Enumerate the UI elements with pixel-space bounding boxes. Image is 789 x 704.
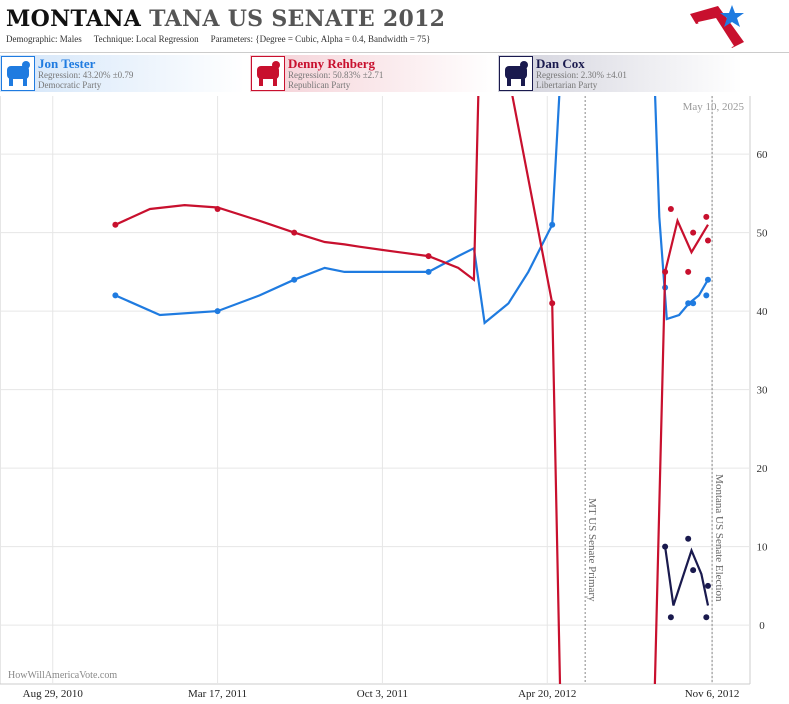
x-tick-label: Nov 6, 2012 — [685, 688, 740, 700]
y-tick-label: 0 — [759, 620, 765, 632]
poll-point — [549, 221, 556, 228]
poll-point — [685, 268, 692, 275]
poll-point — [703, 614, 710, 621]
subtitle-item: Technique: Local Regression — [93, 34, 199, 44]
plot — [112, 96, 711, 684]
logo — [690, 5, 744, 49]
legend-regression: Regression: 43.20% ±0.79 — [38, 70, 134, 80]
legend-regression: Regression: 50.83% ±2.71 — [288, 70, 384, 80]
legend-name: Denny Rehberg — [288, 56, 376, 71]
poll-point — [291, 229, 298, 236]
party-icon — [505, 61, 528, 86]
poll-point — [425, 268, 432, 275]
x-tick-label: Oct 3, 2011 — [357, 688, 408, 700]
title-race: TANA US SENATE 2012 — [149, 6, 446, 32]
title: MONTANA TANA US SENATE 2012 — [6, 6, 445, 32]
legend-party: Republican Party — [288, 80, 351, 90]
poll-point — [704, 582, 711, 589]
annotation-label: MT US Senate Primary — [586, 498, 598, 602]
legend-regression: Regression: 2.30% ±4.01 — [536, 70, 627, 80]
y-tick-label: 30 — [757, 385, 769, 397]
party-icon — [257, 61, 280, 86]
y-tick-label: 60 — [757, 149, 769, 161]
legend-icon — [499, 56, 533, 91]
date-stamp: May 10, 2025 — [683, 101, 745, 113]
poll-point — [685, 535, 692, 542]
legend-name: Jon Tester — [38, 56, 96, 71]
poll-point — [703, 213, 710, 220]
x-tick-label: Apr 20, 2012 — [518, 688, 576, 700]
legend-entry: Jon Tester Regression: 43.20% ±0.79 Democr… — [0, 55, 245, 92]
poll-point — [291, 276, 298, 283]
y-tick-label: 50 — [757, 228, 769, 240]
poll-point — [690, 229, 697, 236]
subtitle: Demographic: Males Technique: Local Regre… — [6, 34, 442, 44]
annotation-label: Montana US Senate Election — [713, 474, 725, 602]
party-icon — [7, 61, 30, 86]
labels: 0 10 20 30 40 50 60 Aug 29, 2010 Mar 17, 2011 Oct… — [23, 149, 768, 700]
grid — [0, 96, 750, 684]
trend-line — [114, 96, 709, 325]
y-tick-label: 20 — [757, 463, 769, 475]
poll-point — [549, 300, 556, 307]
legend-party: Libertarian Party — [536, 80, 598, 90]
poll-point — [667, 614, 674, 621]
source: HowWillAmericaVote.com — [8, 670, 117, 681]
legend-name: Dan Cox — [536, 56, 585, 71]
y-tick-label: 40 — [757, 306, 769, 318]
subtitle-item: Demographic: Males — [6, 34, 82, 44]
poll-point — [112, 221, 119, 228]
title-state: MONTANA — [6, 6, 142, 32]
trend-line — [114, 96, 709, 684]
x-tick-label: Mar 17, 2011 — [188, 688, 247, 700]
legend-party: Democratic Party — [38, 80, 102, 90]
poll-point — [704, 237, 711, 244]
poll-point — [214, 308, 221, 315]
subtitle-item: Parameters: {Degree = Cubic, Alpha = 0.4… — [210, 34, 431, 44]
poll-point — [685, 300, 692, 307]
poll-point — [667, 206, 674, 213]
legend-icon — [251, 56, 285, 91]
poll-point — [662, 543, 669, 550]
header: MONTANA TANA US SENATE 2012 Demographic:… — [0, 0, 789, 53]
poll-point — [690, 567, 697, 574]
poll-point — [214, 206, 221, 213]
trend-line — [664, 546, 710, 606]
poll-point — [662, 268, 669, 275]
x-tick-label: Aug 29, 2010 — [23, 688, 84, 700]
legend-entry: Dan Cox Regression: 2.30% ±4.01 Libertaria… — [498, 55, 743, 92]
poll-point — [703, 292, 710, 299]
poll-point — [690, 300, 697, 307]
poll-point — [704, 276, 711, 283]
legend-entry: Denny Rehberg Regression: 50.83% ±2.71 Rep… — [250, 55, 495, 92]
poll-point — [425, 253, 432, 260]
y-tick-label: 10 — [757, 542, 769, 554]
legend-icon — [1, 56, 35, 91]
poll-point — [112, 292, 119, 299]
